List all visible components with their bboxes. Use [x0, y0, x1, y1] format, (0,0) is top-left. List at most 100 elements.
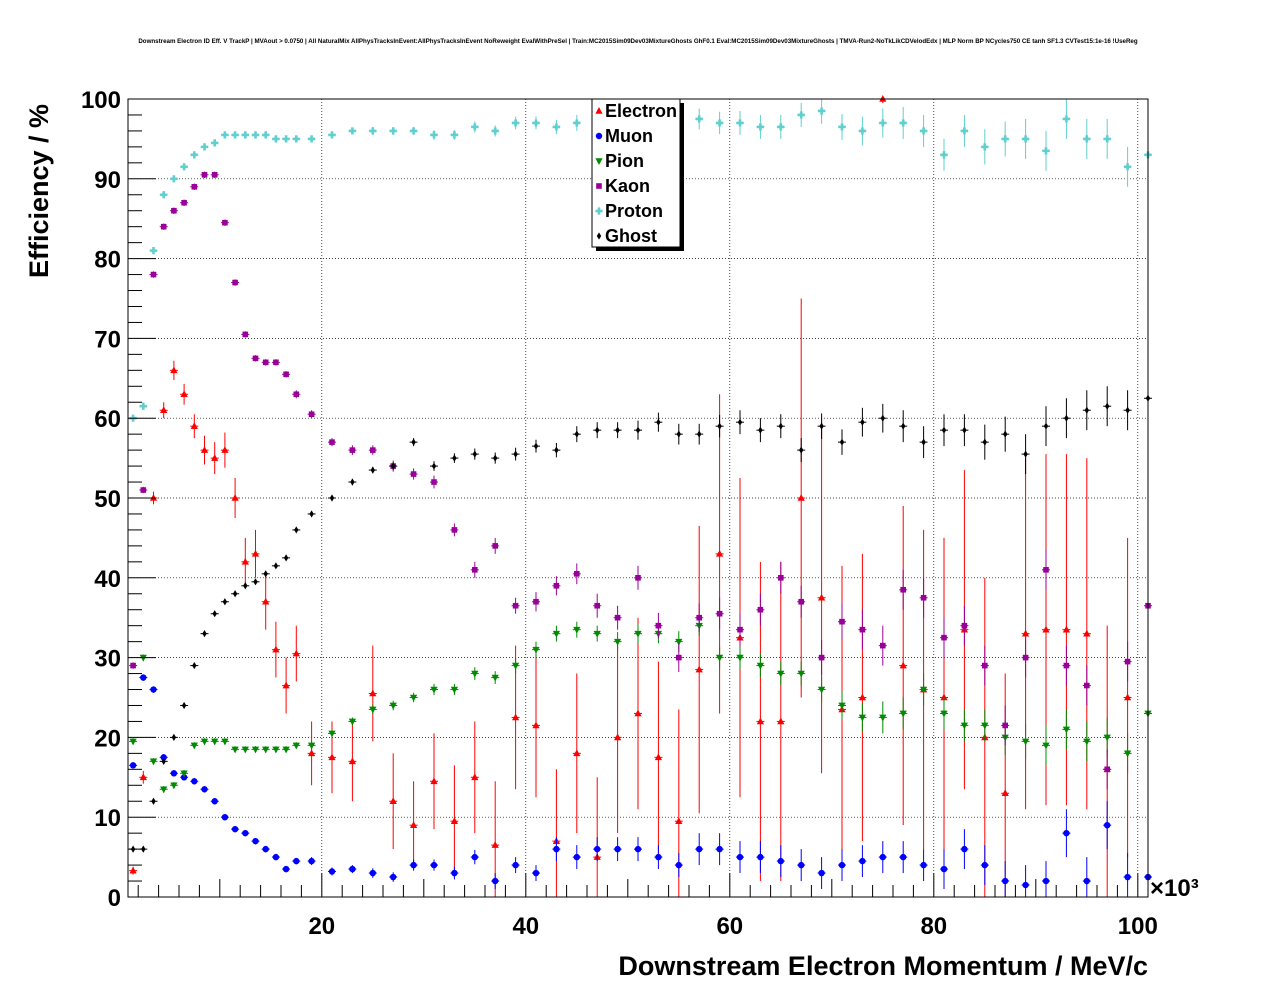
data-point — [1124, 873, 1131, 881]
data-point — [962, 426, 967, 434]
data-point — [777, 123, 785, 131]
legend-marker-ghost — [596, 232, 602, 240]
data-point — [212, 610, 217, 618]
data-point — [1002, 722, 1008, 729]
data-point — [757, 606, 764, 613]
data-point — [171, 207, 177, 214]
data-point — [921, 438, 926, 446]
data-point — [533, 598, 539, 605]
data-point — [1022, 629, 1030, 637]
data-point — [292, 135, 300, 143]
data-point — [450, 686, 458, 694]
data-point — [202, 630, 207, 638]
data-point — [880, 642, 886, 649]
data-point — [160, 406, 168, 414]
legend-marker-muon — [595, 132, 603, 140]
data-point — [777, 670, 785, 678]
data-point — [492, 543, 498, 549]
legend-label-kaon: Kaon — [605, 176, 650, 196]
data-point — [431, 479, 437, 485]
data-point — [656, 418, 661, 426]
data-series — [129, 95, 1152, 897]
data-point — [180, 770, 188, 778]
y-tick-label: 30 — [94, 646, 121, 673]
data-point — [982, 662, 988, 669]
data-point — [799, 446, 804, 454]
data-point — [1083, 629, 1091, 637]
data-point — [1084, 406, 1089, 414]
data-point — [232, 590, 238, 598]
data-point — [471, 670, 479, 678]
data-point — [1124, 658, 1131, 665]
data-point — [554, 446, 559, 454]
data-point — [1103, 734, 1111, 742]
data-point — [716, 610, 723, 617]
data-point — [676, 430, 681, 438]
data-point — [573, 749, 581, 757]
data-point — [1064, 414, 1069, 422]
data-point — [151, 797, 156, 805]
y-tick-label: 90 — [94, 167, 121, 194]
data-point — [1124, 163, 1132, 171]
data-point — [262, 131, 270, 139]
data-point — [241, 131, 249, 139]
x-tick-label: 40 — [512, 913, 539, 940]
data-point — [838, 702, 846, 710]
data-point — [272, 645, 280, 653]
data-point — [1023, 450, 1028, 458]
data-point — [170, 782, 178, 790]
data-point — [1043, 567, 1049, 573]
data-point — [901, 422, 906, 430]
data-point — [491, 841, 499, 848]
y-tick-label: 50 — [94, 486, 121, 513]
legend-marker-pion — [595, 158, 603, 165]
data-point — [430, 777, 438, 785]
data-point — [282, 865, 290, 873]
data-point — [190, 742, 198, 750]
legend-marker-proton — [595, 207, 603, 215]
data-point — [294, 526, 299, 534]
data-point — [756, 123, 764, 131]
data-point — [222, 598, 228, 606]
data-point — [818, 593, 826, 601]
data-point — [697, 430, 702, 438]
data-point — [860, 418, 865, 426]
y-tick-label: 60 — [94, 406, 121, 433]
data-point — [252, 837, 259, 845]
data-point — [410, 471, 417, 477]
data-point — [329, 439, 335, 445]
data-point — [594, 845, 601, 853]
data-point — [858, 714, 866, 722]
data-point — [736, 853, 744, 861]
data-point — [1083, 738, 1091, 746]
data-point — [348, 718, 356, 726]
data-point — [532, 119, 540, 127]
data-point — [778, 575, 784, 581]
data-point — [512, 861, 519, 869]
axes: 20 40 60 80 100 0 10 20 30 40 50 60 70 80 90 100 — [81, 87, 1158, 940]
data-point — [349, 865, 356, 873]
data-point — [737, 626, 743, 633]
data-point — [129, 866, 137, 874]
data-point — [411, 438, 416, 446]
data-point — [1104, 766, 1110, 773]
data-point — [675, 861, 682, 869]
data-point — [797, 494, 805, 501]
data-point — [200, 446, 209, 453]
data-point — [150, 271, 157, 278]
data-point — [451, 869, 458, 877]
data-point — [348, 757, 356, 765]
data-point — [471, 123, 479, 131]
data-point — [221, 738, 229, 746]
data-point — [231, 494, 239, 501]
x-tick-label: 80 — [920, 913, 947, 940]
data-point — [574, 430, 579, 438]
data-point — [920, 686, 928, 694]
data-point — [140, 487, 147, 493]
data-point — [716, 845, 723, 853]
data-point — [308, 857, 315, 865]
data-point — [390, 873, 397, 881]
data-point — [635, 426, 641, 434]
data-point — [308, 135, 316, 143]
